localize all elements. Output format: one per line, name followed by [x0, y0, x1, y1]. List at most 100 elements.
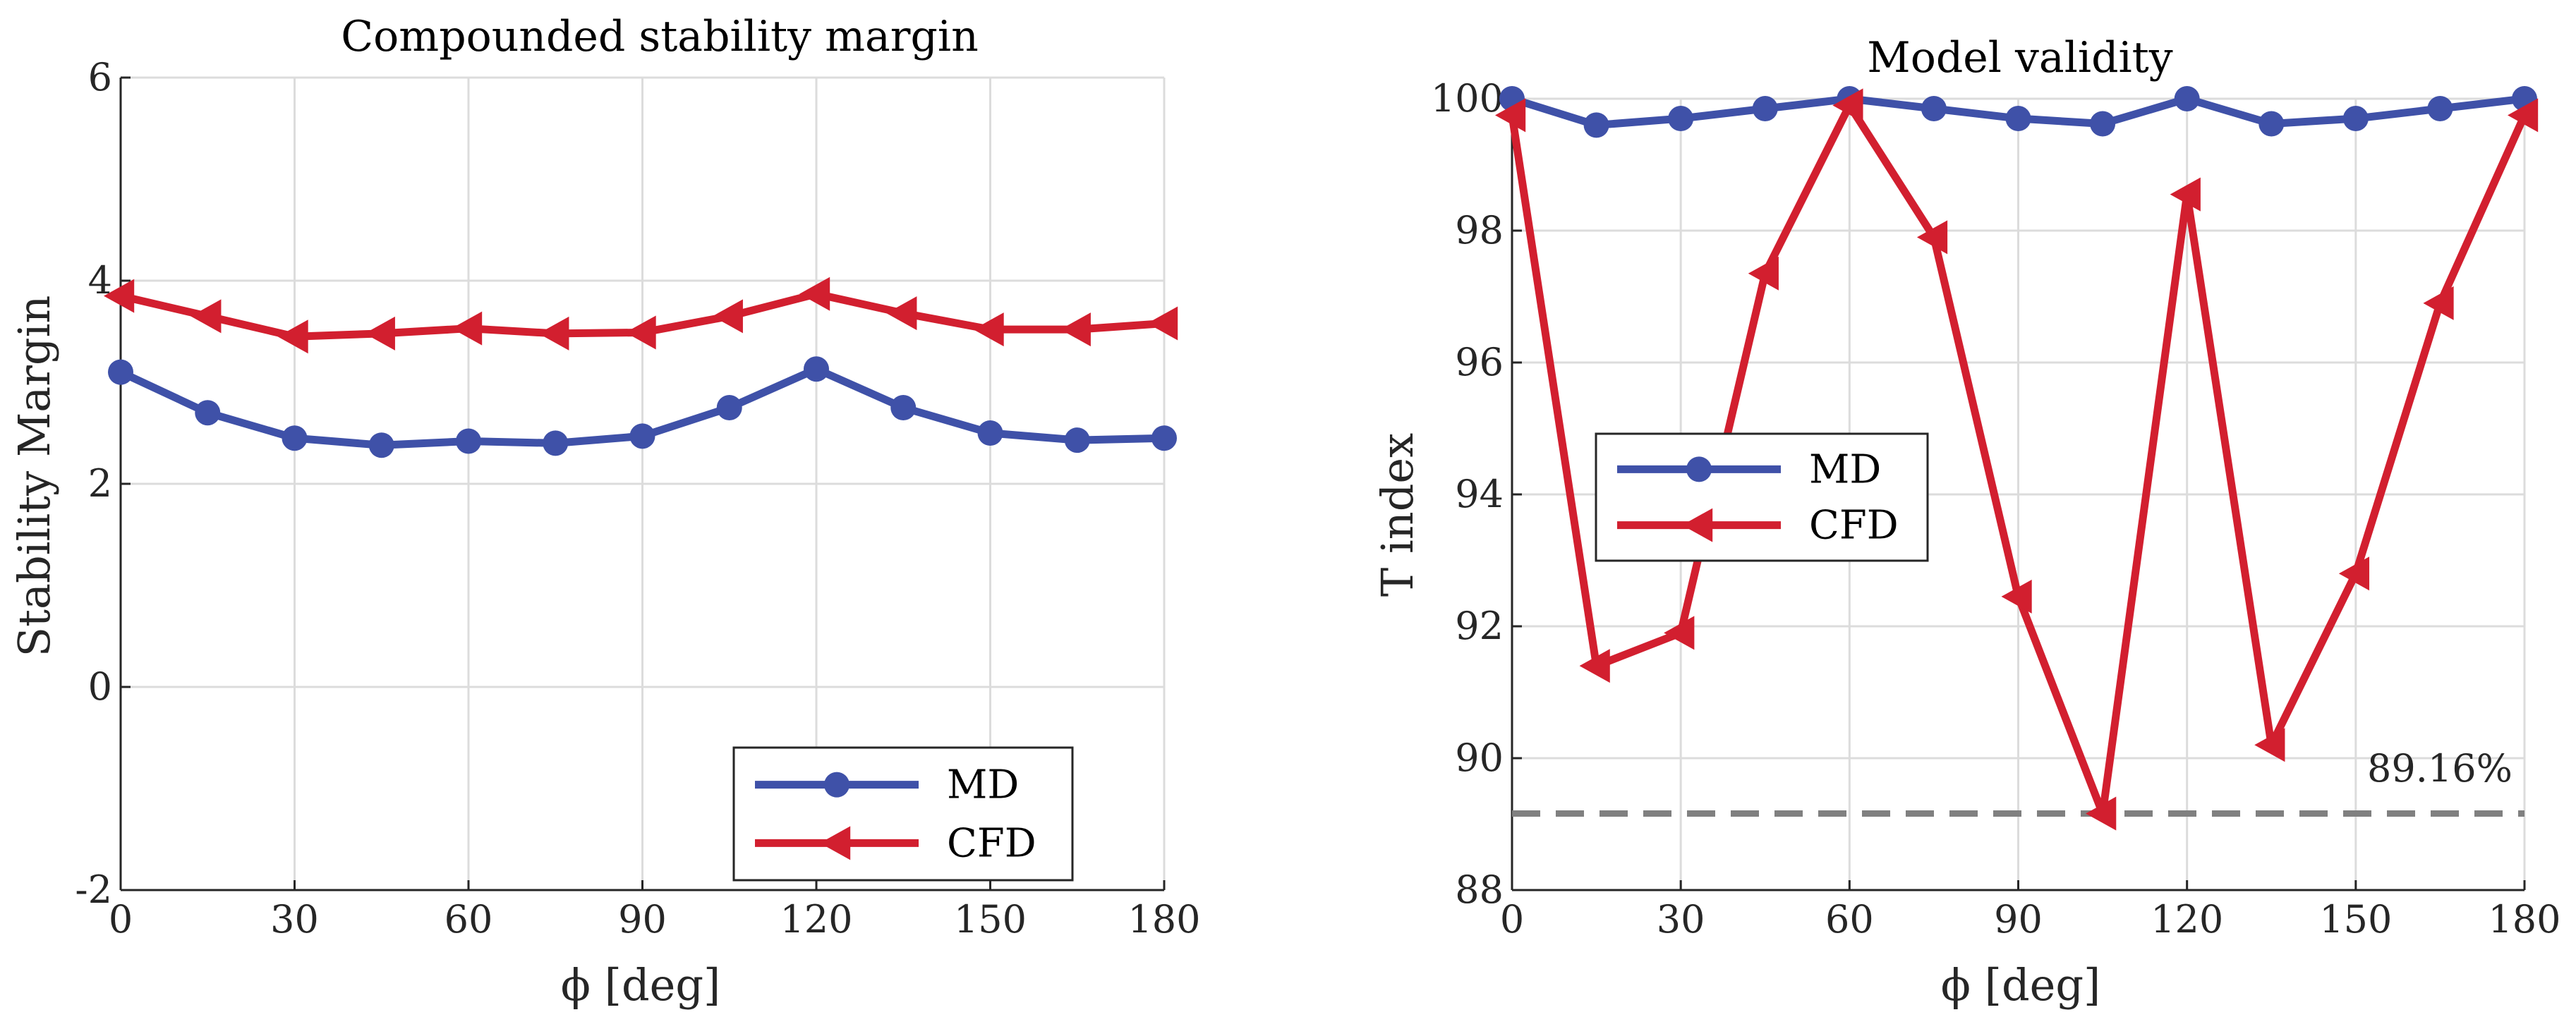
- data-point-cfd: [277, 319, 308, 354]
- data-point-cfd: [2086, 796, 2117, 831]
- data-point-cfd: [2508, 98, 2539, 133]
- data-point-md: [1668, 106, 1694, 132]
- x-axis-label: ϕ [deg]: [561, 959, 720, 1011]
- data-point-cfd: [1832, 88, 1863, 123]
- x-tick-label: 120: [2151, 897, 2223, 942]
- y-tick-label: 100: [1431, 76, 1504, 121]
- legend-marker-md: [1686, 456, 1712, 482]
- legend-box: [732, 746, 1074, 882]
- y-tick-label: 94: [1455, 472, 1504, 516]
- chart-title: Model validity: [1867, 33, 2172, 83]
- data-point-cfd: [1664, 616, 1695, 650]
- data-point-cfd: [104, 279, 135, 313]
- x-tick-label: 30: [270, 897, 319, 942]
- y-tick-label: 6: [88, 55, 112, 99]
- x-tick-label: 180: [1127, 897, 1200, 942]
- data-point-md: [2174, 86, 2200, 111]
- data-point-cfd: [2170, 177, 2201, 212]
- x-axis-label: ϕ [deg]: [1941, 959, 2100, 1011]
- data-point-md: [804, 356, 829, 382]
- x-tick-label: 0: [109, 897, 133, 942]
- data-point-md: [108, 359, 133, 385]
- data-point-md: [1583, 112, 1609, 138]
- x-tick-label: 60: [445, 897, 493, 942]
- y-axis-label: Stability Margin: [8, 296, 60, 657]
- x-tick-label: 60: [1825, 897, 1874, 942]
- legend-label-cfd: CFD: [1809, 503, 1899, 549]
- data-point-md: [977, 420, 1003, 446]
- legend-box: [1595, 432, 1929, 562]
- data-point-md: [195, 400, 221, 426]
- legend-label-md: MD: [947, 762, 1019, 808]
- x-tick-label: 0: [1500, 897, 1524, 942]
- data-point-md: [716, 395, 742, 420]
- data-point-cfd: [1579, 649, 1610, 683]
- data-point-md: [368, 432, 394, 458]
- data-point-md: [890, 395, 917, 420]
- y-tick-label: 96: [1455, 340, 1504, 384]
- x-tick-label: 90: [1994, 897, 2043, 942]
- data-point-md: [1921, 96, 1947, 122]
- data-point-md: [629, 423, 655, 449]
- data-point-md: [1752, 96, 1778, 122]
- legend: MD CFD: [1595, 432, 1929, 562]
- y-tick-label: 92: [1455, 604, 1504, 648]
- x-tick-label: 120: [780, 897, 852, 942]
- data-point-md: [543, 430, 569, 456]
- data-point-md: [2090, 111, 2116, 137]
- data-point-cfd: [712, 299, 743, 334]
- plot-background: 0 30 60 90 120 150 180 88 90 92 94 96 98 100: [1431, 76, 2561, 942]
- data-point-md: [2005, 106, 2031, 132]
- data-point-cfd: [799, 276, 830, 311]
- y-tick-label: 90: [1455, 736, 1504, 780]
- data-point-cfd: [1748, 256, 1779, 291]
- model-validity-chart: 0 30 60 90 120 150 180 88 90 92 94 96 98 100 Model va…: [1372, 33, 2561, 1011]
- data-point-cfd: [1060, 312, 1091, 347]
- data-point-md: [2342, 106, 2369, 132]
- x-tick-label: 180: [2488, 897, 2560, 942]
- y-axis-label: T index: [1372, 433, 1423, 597]
- threshold-label: 89.16%: [2367, 746, 2512, 791]
- chart-title: Compounded stability margin: [341, 12, 978, 61]
- x-tick-label: 30: [1657, 897, 1705, 942]
- data-point-cfd: [1495, 98, 1526, 133]
- y-tick-label: 2: [88, 461, 112, 506]
- legend-marker-md: [824, 772, 849, 798]
- data-point-cfd: [625, 315, 656, 350]
- legend-marker-cfd: [1682, 508, 1713, 542]
- data-point-md: [1064, 427, 1090, 453]
- data-point-cfd: [1916, 220, 1948, 255]
- data-point-md: [2427, 96, 2453, 122]
- data-point-md: [456, 428, 481, 454]
- data-point-cfd: [1147, 306, 1178, 341]
- data-series: [104, 276, 1178, 458]
- data-point-cfd: [2254, 728, 2285, 762]
- data-point-cfd: [538, 316, 569, 351]
- data-point-cfd: [2338, 556, 2370, 591]
- legend: MD CFD: [732, 746, 1074, 882]
- y-tick-label: 88: [1455, 867, 1504, 912]
- y-tick-label: 98: [1455, 208, 1504, 252]
- x-tick-label: 150: [954, 897, 1027, 942]
- y-tick-label: -2: [75, 867, 112, 912]
- data-point-cfd: [191, 299, 222, 334]
- data-point-cfd: [452, 311, 483, 346]
- data-point-cfd: [364, 316, 395, 351]
- data-series: [1495, 86, 2539, 831]
- data-point-cfd: [973, 312, 1004, 347]
- data-point-md: [1151, 425, 1177, 451]
- legend-label-md: MD: [1809, 446, 1881, 492]
- data-point-cfd: [886, 296, 917, 331]
- y-tick-label: 0: [88, 664, 112, 709]
- data-point-md: [2258, 111, 2285, 137]
- legend-marker-cfd: [820, 826, 851, 860]
- data-point-cfd: [2001, 579, 2032, 614]
- data-point-md: [282, 425, 308, 451]
- x-tick-label: 150: [2319, 897, 2392, 942]
- x-tick-label: 90: [618, 897, 667, 942]
- data-point-cfd: [2423, 286, 2454, 320]
- legend-label-cfd: CFD: [947, 820, 1036, 866]
